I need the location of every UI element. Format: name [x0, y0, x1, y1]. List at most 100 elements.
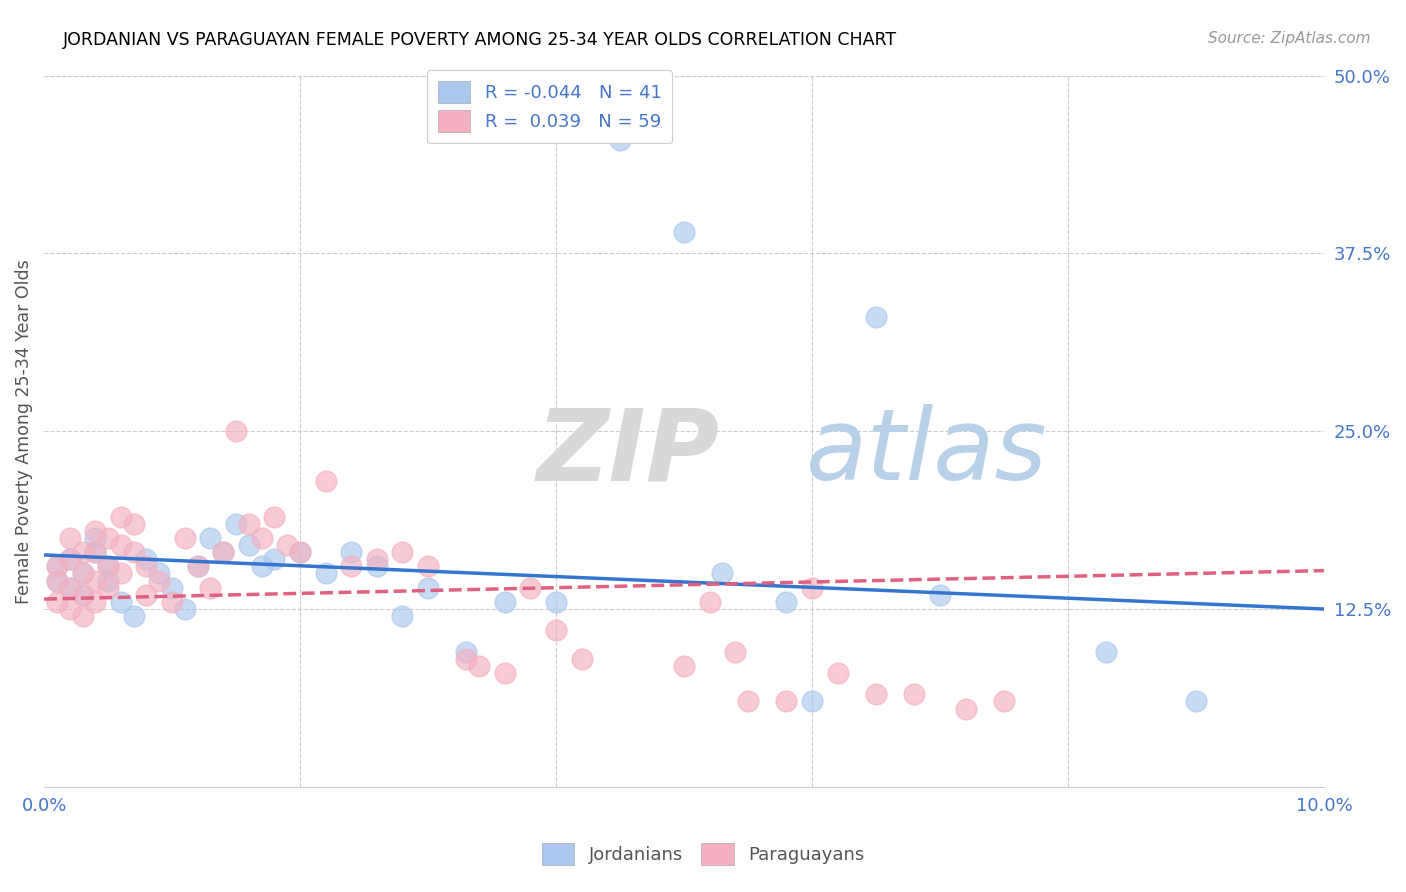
Point [122, 545, 145, 559]
Point [59, 581, 82, 595]
Point [72, 609, 94, 624]
Point [1185, 694, 1208, 708]
Point [212, 545, 235, 559]
Point [1095, 645, 1118, 659]
Point [315, 566, 337, 581]
Point [84, 545, 107, 559]
Point [391, 609, 413, 624]
Text: Source: ZipAtlas.com: Source: ZipAtlas.com [1208, 31, 1371, 46]
Point [160, 581, 183, 595]
Point [903, 687, 925, 701]
Point [200, 581, 222, 595]
Point [366, 559, 388, 574]
Text: atlas: atlas [806, 404, 1047, 501]
Point [187, 559, 209, 574]
Point [59, 531, 82, 545]
Point [955, 701, 977, 715]
Point [340, 559, 363, 574]
Point [366, 552, 388, 566]
Point [135, 588, 157, 602]
Point [250, 559, 273, 574]
Point [84, 595, 107, 609]
Point [84, 545, 107, 559]
Point [315, 474, 337, 488]
Point [416, 581, 439, 595]
Point [391, 545, 413, 559]
Point [468, 659, 491, 673]
Point [775, 595, 797, 609]
Point [775, 694, 797, 708]
Point [416, 559, 439, 574]
Point [711, 566, 734, 581]
Point [97, 531, 120, 545]
Point [288, 545, 311, 559]
Point [45, 559, 67, 574]
Point [456, 652, 478, 666]
Point [187, 559, 209, 574]
Point [59, 552, 82, 566]
Point [263, 552, 285, 566]
Point [72, 588, 94, 602]
Point [110, 595, 132, 609]
Point [160, 595, 183, 609]
Point [801, 694, 824, 708]
Point [276, 538, 298, 552]
Point [340, 545, 363, 559]
Point [865, 687, 887, 701]
Point [519, 581, 541, 595]
Point [544, 624, 567, 638]
Point [84, 531, 107, 545]
Point [544, 595, 567, 609]
Point [238, 516, 260, 531]
Point [110, 509, 132, 524]
Text: ZIP: ZIP [537, 404, 720, 501]
Point [72, 588, 94, 602]
Point [122, 609, 145, 624]
Point [72, 566, 94, 581]
Point [737, 694, 759, 708]
Legend: R = -0.044   N = 41, R =  0.039   N = 59: R = -0.044 N = 41, R = 0.039 N = 59 [427, 70, 672, 144]
Point [122, 516, 145, 531]
Point [724, 645, 747, 659]
Point [609, 132, 631, 146]
Point [110, 538, 132, 552]
Point [827, 666, 849, 681]
Point [173, 531, 195, 545]
Point [97, 581, 120, 595]
Point [865, 310, 887, 325]
Point [200, 531, 222, 545]
Point [801, 581, 824, 595]
Point [84, 524, 107, 538]
Point [173, 602, 195, 616]
Point [993, 694, 1015, 708]
Point [288, 545, 311, 559]
Point [97, 574, 120, 588]
Point [72, 566, 94, 581]
Point [59, 552, 82, 566]
Point [135, 559, 157, 574]
Point [263, 509, 285, 524]
Point [225, 424, 247, 438]
Point [148, 566, 170, 581]
Point [672, 659, 695, 673]
Point [238, 538, 260, 552]
Point [672, 225, 695, 239]
Point [72, 545, 94, 559]
Point [97, 559, 120, 574]
Point [59, 581, 82, 595]
Legend: Jordanians, Paraguayans: Jordanians, Paraguayans [534, 836, 872, 872]
Y-axis label: Female Poverty Among 25-34 Year Olds: Female Poverty Among 25-34 Year Olds [15, 259, 32, 604]
Point [494, 595, 516, 609]
Point [84, 574, 107, 588]
Point [45, 559, 67, 574]
Text: JORDANIAN VS PARAGUAYAN FEMALE POVERTY AMONG 25-34 YEAR OLDS CORRELATION CHART: JORDANIAN VS PARAGUAYAN FEMALE POVERTY A… [63, 31, 897, 49]
Point [929, 588, 952, 602]
Point [225, 516, 247, 531]
Point [45, 574, 67, 588]
Point [97, 559, 120, 574]
Point [571, 652, 593, 666]
Point [45, 574, 67, 588]
Point [212, 545, 235, 559]
Point [110, 566, 132, 581]
Point [699, 595, 721, 609]
